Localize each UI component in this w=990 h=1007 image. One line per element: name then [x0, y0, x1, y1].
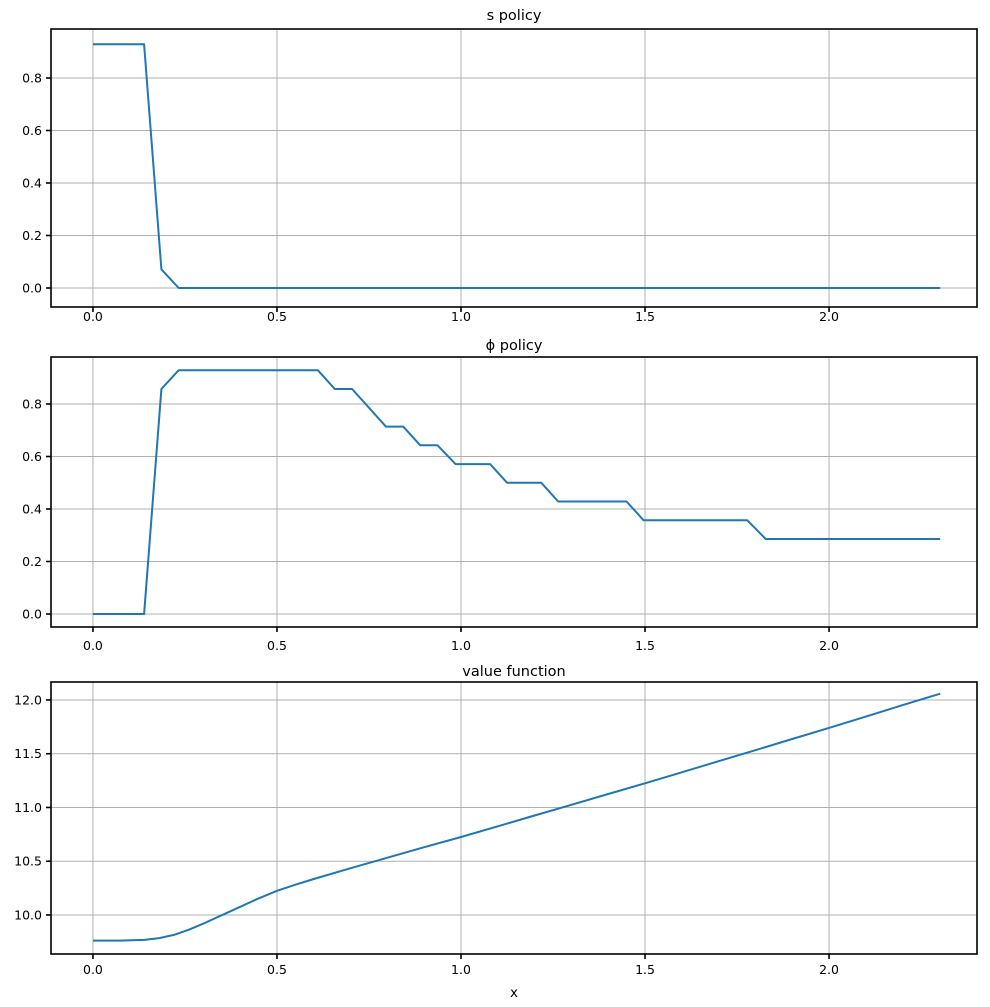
axes-border: [50, 28, 978, 308]
x-tick-label: 0.5: [267, 962, 287, 977]
x-tick-label: 1.0: [451, 309, 471, 324]
phi-policy-line: [93, 369, 941, 615]
y-tick-label: 11.0: [14, 800, 42, 815]
x-tick-label: 2.0: [819, 962, 839, 977]
phi-policy-title: ϕ policy: [486, 338, 543, 354]
x-tick-label: 1.0: [451, 962, 471, 977]
x-tick-label: 1.5: [635, 309, 655, 324]
x-tick-label: 2.0: [819, 309, 839, 324]
y-tick-label: 0.8: [22, 70, 42, 85]
value-function-axes: 0.0 0.5 1.0 1.5 2.0 10.0 10.5 11.0 11.5 12.0 value…: [14, 664, 978, 1001]
x-tick-label: 1.0: [451, 638, 471, 653]
x-tick-label: 1.5: [635, 638, 655, 653]
y-tick-label: 0.2: [22, 228, 42, 243]
y-tick-label: 0.4: [22, 175, 42, 190]
s-policy-title: s policy: [487, 8, 542, 24]
x-tick-label: 0.0: [83, 309, 103, 324]
y-tick-label: 10.5: [14, 854, 42, 869]
x-tick-label: 0.5: [267, 309, 287, 324]
x-tick-label: 0.0: [83, 962, 103, 977]
y-tick-label: 0.6: [22, 123, 42, 138]
x-tick-label: 0.0: [83, 638, 103, 653]
value-function-title: value function: [462, 664, 565, 680]
phi-policy-axes: 0.0 0.5 1.0 1.5 2.0 0.0 0.2 0.4 0.6 0.8 ϕ policy: [22, 338, 978, 653]
y-tick-label: 0.6: [22, 449, 42, 464]
x-axis-label: x: [510, 985, 518, 1001]
y-tick-label: 10.0: [14, 907, 42, 922]
x-tick-label: 2.0: [819, 638, 839, 653]
value-function-line: [93, 692, 941, 942]
y-tick-label: 0.8: [22, 396, 42, 411]
x-tick-label: 0.5: [267, 638, 287, 653]
s-policy-axes: 0.0 0.5 1.0 1.5 2.0 0.0 0.2 0.4 0.6 0.8 s policy: [22, 8, 978, 324]
y-tick-label: 0.0: [22, 606, 42, 621]
y-tick-label: 11.5: [14, 746, 42, 761]
y-tick-label: 0.0: [22, 280, 42, 295]
y-tick-label: 0.4: [22, 501, 42, 516]
y-tick-label: 0.2: [22, 554, 42, 569]
axes-border: [50, 681, 978, 955]
axes-border: [50, 356, 978, 628]
s-policy-line: [93, 43, 941, 289]
y-tick-label: 12.0: [14, 692, 42, 707]
x-tick-label: 1.5: [635, 962, 655, 977]
